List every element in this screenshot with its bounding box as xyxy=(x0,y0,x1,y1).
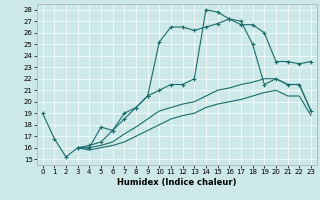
X-axis label: Humidex (Indice chaleur): Humidex (Indice chaleur) xyxy=(117,178,236,187)
